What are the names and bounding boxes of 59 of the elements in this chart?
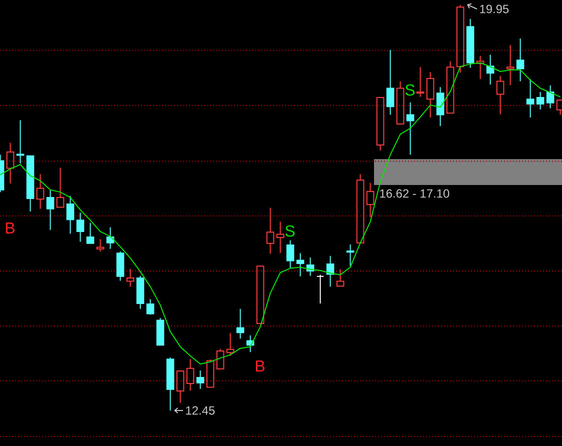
candlestick: [116, 251, 124, 282]
candlestick: [346, 244, 354, 267]
candlestick: [426, 72, 434, 118]
candlestick: [396, 80, 404, 124]
candlestick: [496, 75, 504, 115]
candlestick: [206, 359, 214, 388]
candlestick: [96, 238, 104, 252]
annotation: 12.45: [186, 406, 215, 415]
candlestick: [136, 275, 144, 310]
candlestick: [76, 212, 84, 242]
candlestick: [446, 60, 454, 114]
candlestick: [506, 44, 514, 86]
candlestick: [336, 268, 344, 287]
candlestick: [286, 240, 294, 269]
candlestick: [356, 174, 364, 244]
candlestick: [36, 174, 44, 210]
candlestick: [486, 54, 494, 85]
candlestick: [6, 142, 14, 184]
candlestick: [56, 167, 64, 208]
candlestick: [526, 78, 534, 118]
annotation: S: [285, 225, 295, 237]
candlestick: [456, 4, 464, 74]
candlestick: [126, 268, 134, 288]
candlestick: [516, 38, 524, 82]
candlestick: [66, 195, 74, 234]
band-label: 16.62 - 17.10: [380, 189, 450, 198]
candlestick: [256, 266, 264, 324]
annotation: 19.95: [480, 4, 509, 14]
candlestick: [106, 226, 114, 250]
candlestick: [236, 308, 244, 340]
candlestick: [436, 86, 444, 127]
candlestick: [406, 102, 414, 156]
candlestick: [366, 182, 374, 218]
candlestick: [176, 370, 184, 404]
candlestick: [476, 55, 484, 80]
candlestick: [386, 49, 394, 116]
candlestick: [86, 222, 94, 244]
annotation: B: [256, 360, 264, 372]
candlestick: [46, 190, 54, 230]
candlestick: [276, 221, 284, 254]
candlestick: [326, 255, 334, 288]
candlestick: [316, 274, 324, 304]
candlestick: [186, 358, 194, 391]
candlestick: [216, 348, 224, 370]
candlestick: [536, 92, 544, 110]
candlestick: [546, 85, 554, 109]
annotation: S: [405, 84, 415, 96]
candlestick: [16, 120, 24, 164]
candlestick: [416, 66, 424, 98]
candlestick: [196, 370, 204, 390]
candlestick: [376, 96, 384, 151]
candlestick: [226, 332, 234, 356]
candlestick: [466, 18, 474, 68]
candlestick: [156, 318, 164, 346]
candlestick: [146, 298, 154, 316]
annotation: B: [6, 222, 14, 234]
candlestick: [166, 357, 174, 411]
candlestick: [296, 252, 304, 277]
candlestick: [266, 207, 274, 254]
